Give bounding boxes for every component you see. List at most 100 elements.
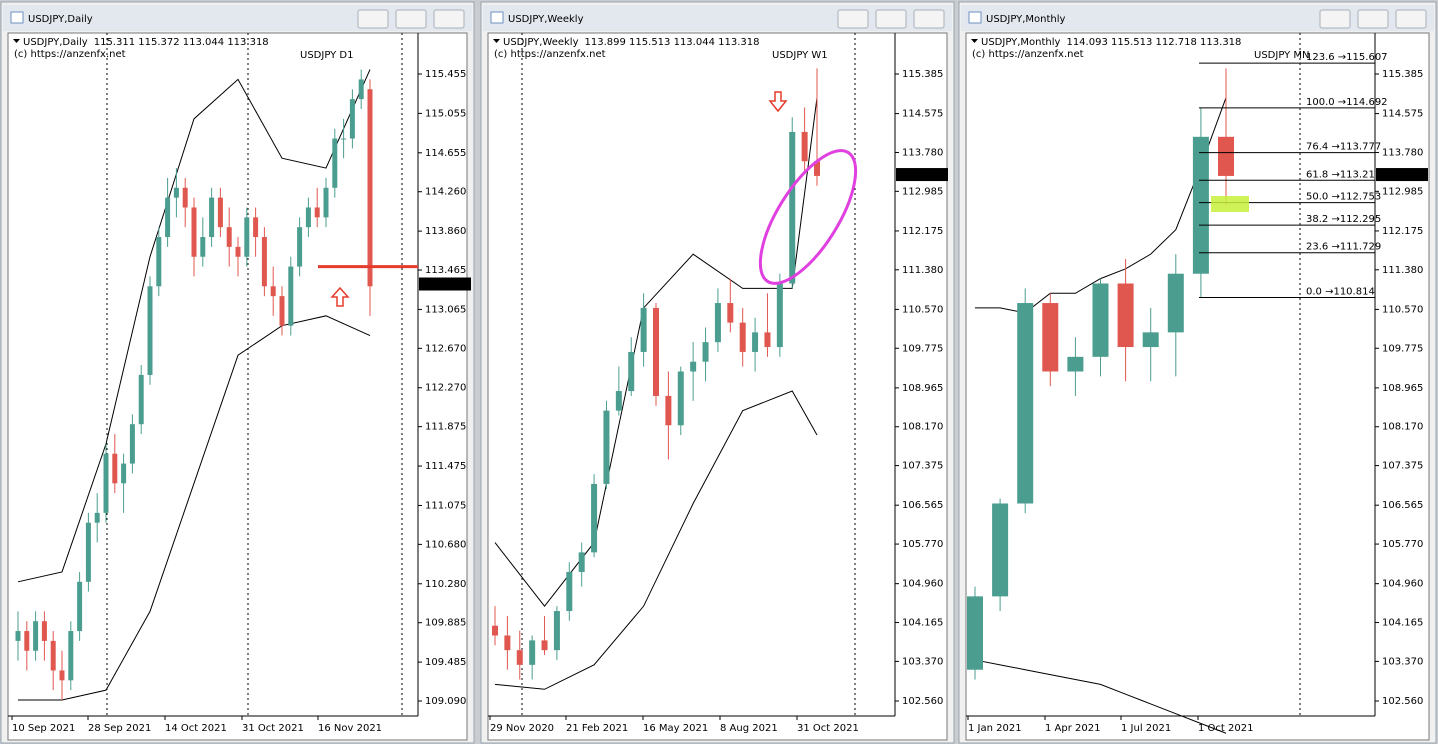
price-label: 110.680: [425, 539, 466, 550]
fib-label: 61.8 →113.211: [1306, 169, 1381, 180]
maximize-button[interactable]: [1357, 9, 1389, 29]
price-label: 112.670: [425, 343, 466, 354]
price-label: 105.770: [1382, 539, 1423, 550]
minimize-button[interactable]: [837, 9, 869, 29]
chart-annotation: USDJPY W1: [772, 50, 828, 61]
band-lower: [18, 315, 371, 701]
copyright: (c) https://anzenfx.net: [494, 49, 606, 60]
candle-body: [1092, 283, 1109, 357]
copyright: (c) https://anzenfx.net: [972, 49, 1084, 60]
candle-body: [332, 138, 338, 188]
close-button[interactable]: [913, 9, 945, 29]
price-label: 109.775: [1382, 343, 1423, 354]
candle-body: [314, 207, 320, 218]
candle-body: [789, 131, 796, 284]
price-label: 114.260: [425, 187, 466, 198]
candle-body: [1117, 283, 1134, 348]
candle-body: [253, 217, 259, 238]
price-label: 109.485: [425, 657, 466, 668]
symbol-name: USDJPY,Weekly: [503, 37, 579, 48]
price-label: 108.170: [1382, 422, 1423, 433]
price-label: 108.170: [902, 422, 943, 433]
price-label: 107.375: [902, 461, 943, 472]
price-label: 115.455: [425, 69, 466, 80]
candle-body: [173, 187, 179, 198]
fib-label: 100.0 →114.692: [1306, 97, 1388, 108]
date-label: 8 Aug 2021: [720, 723, 778, 734]
date-label: 14 Oct 2021: [165, 723, 227, 734]
copyright: (c) https://anzenfx.net: [14, 49, 126, 60]
candle-body: [1142, 332, 1159, 348]
price-label: 111.875: [425, 422, 466, 433]
candle-body: [516, 650, 523, 665]
candle-body: [349, 99, 355, 139]
candle-body: [640, 307, 647, 352]
candle-body: [367, 89, 373, 287]
symbol-info: USDJPY,Weekly 113.899 115.513 113.044 113…: [503, 37, 759, 48]
price-label: 107.375: [1382, 461, 1423, 472]
price-label: 108.965: [1382, 383, 1423, 394]
candle-body: [764, 332, 771, 348]
price-label: 114.575: [1382, 109, 1423, 120]
price-label: 112.985: [902, 186, 943, 197]
candle-body: [156, 237, 162, 287]
title-bar: [961, 5, 1434, 31]
price-label: 102.560: [1382, 696, 1423, 707]
chart-annotation: USDJPY D1: [300, 50, 353, 61]
date-label: 10 Sep 2021: [12, 723, 75, 734]
candle-body: [566, 571, 573, 612]
price-label: 104.165: [902, 618, 943, 629]
candle-body: [1218, 136, 1234, 176]
candle-body: [1192, 136, 1209, 274]
price-label: 110.570: [902, 304, 943, 315]
current-price-box: [419, 277, 471, 291]
candle-body: [739, 322, 746, 352]
price-label: 105.770: [902, 539, 943, 550]
price-label: 103.370: [1382, 656, 1423, 667]
quote: 114.093 115.513 112.718 113.318: [1066, 37, 1241, 48]
candle-body: [578, 552, 585, 572]
maximize-button[interactable]: [875, 9, 907, 29]
price-label: 110.280: [425, 579, 466, 590]
candle-body: [1017, 303, 1034, 504]
candle-body: [59, 670, 65, 681]
candle-body: [85, 522, 91, 582]
candle-body: [182, 187, 188, 208]
close-button[interactable]: [1395, 9, 1427, 29]
candle-body: [191, 207, 197, 257]
symbol-info: USDJPY,Daily 115.311 115.372 113.044 113.…: [23, 37, 269, 48]
band-lower: [494, 390, 818, 690]
price-label: 113.465: [425, 265, 466, 276]
price-label: 109.775: [902, 343, 943, 354]
fib-label: 38.2 →112.295: [1306, 214, 1381, 225]
candle-body: [653, 307, 659, 396]
candle-body: [226, 227, 232, 247]
quote: 113.899 115.513 113.044 113.318: [585, 37, 760, 48]
current-price-box: [1376, 168, 1428, 182]
candle-body: [68, 631, 74, 681]
minimize-button[interactable]: [357, 9, 389, 29]
candle-body: [1167, 273, 1184, 333]
symbol-info: USDJPY,Monthly 114.093 115.513 112.718 11…: [981, 37, 1241, 48]
price-label: 109.090: [425, 696, 466, 707]
close-button[interactable]: [433, 9, 465, 29]
date-label: 1 Apr 2021: [1045, 723, 1100, 734]
minimize-button[interactable]: [1319, 9, 1351, 29]
price-label: 108.965: [902, 383, 943, 394]
title-bar: [3, 5, 472, 31]
date-label: 21 Feb 2021: [566, 723, 628, 734]
price-label: 106.565: [902, 500, 943, 511]
candle-body: [94, 512, 100, 523]
symbol-name: USDJPY,Daily: [23, 37, 88, 48]
candle-body: [628, 351, 635, 392]
price-label: 114.655: [425, 148, 466, 159]
date-label: 29 Nov 2020: [490, 723, 554, 734]
candle-body: [702, 342, 709, 362]
maximize-button[interactable]: [395, 9, 427, 29]
candle-body: [492, 625, 498, 636]
date-label: 1 Jan 2021: [968, 723, 1022, 734]
candle-body: [200, 237, 206, 257]
date-label: 31 Oct 2021: [242, 723, 304, 734]
candle-body: [41, 621, 47, 641]
